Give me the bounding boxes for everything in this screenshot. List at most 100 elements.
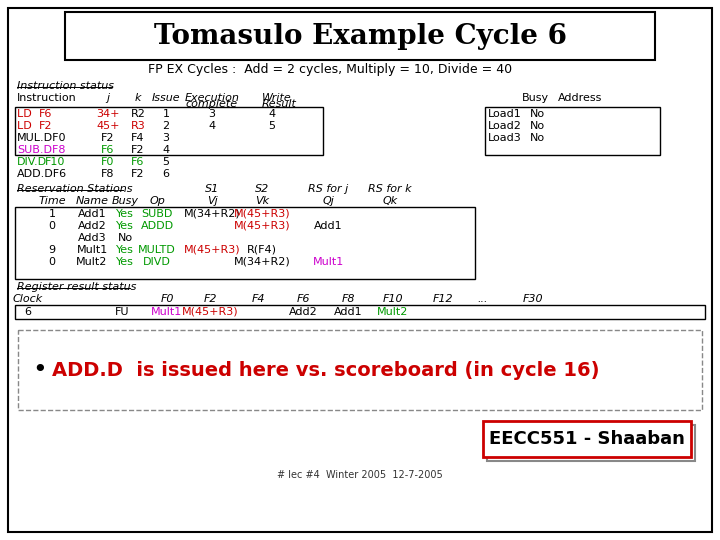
Text: 4: 4: [269, 109, 276, 119]
Text: 2: 2: [163, 121, 170, 131]
Text: MULTD: MULTD: [138, 245, 176, 255]
FancyBboxPatch shape: [15, 166, 705, 178]
Text: Yes: Yes: [116, 209, 134, 219]
Text: 1: 1: [48, 209, 55, 219]
Text: Load3: Load3: [488, 133, 522, 143]
Text: Busy: Busy: [112, 196, 138, 206]
Text: ADDD: ADDD: [140, 221, 174, 231]
Text: DIV.D: DIV.D: [17, 157, 47, 167]
FancyBboxPatch shape: [15, 80, 705, 92]
Text: Address: Address: [558, 93, 603, 103]
Text: ...: ...: [478, 294, 488, 304]
Text: Mult1: Mult1: [151, 307, 183, 317]
Text: M(45+R3): M(45+R3): [184, 245, 240, 255]
Text: M(45+R3): M(45+R3): [181, 307, 238, 317]
Text: No: No: [530, 121, 545, 131]
Text: F12: F12: [433, 294, 454, 304]
Text: No: No: [530, 109, 545, 119]
FancyBboxPatch shape: [15, 130, 705, 142]
Text: Busy: Busy: [522, 93, 549, 103]
Text: ADD.D  is issued here vs. scoreboard (in cycle 16): ADD.D is issued here vs. scoreboard (in …: [52, 361, 600, 380]
Text: 45+: 45+: [96, 121, 120, 131]
FancyBboxPatch shape: [8, 8, 712, 532]
Text: F8: F8: [102, 169, 114, 179]
Text: Instruction: Instruction: [17, 93, 77, 103]
Text: 9: 9: [48, 245, 55, 255]
Text: Time: Time: [38, 196, 66, 206]
Text: Mult1: Mult1: [76, 245, 107, 255]
FancyBboxPatch shape: [15, 118, 705, 130]
Text: SUB.DF8: SUB.DF8: [17, 145, 66, 155]
FancyBboxPatch shape: [487, 425, 695, 461]
Text: Add1: Add1: [314, 221, 342, 231]
Text: Qj: Qj: [322, 196, 334, 206]
Text: S1: S1: [205, 184, 219, 194]
Text: Execution: Execution: [184, 93, 240, 103]
Text: No: No: [530, 133, 545, 143]
Text: Mult2: Mult2: [377, 307, 409, 317]
Text: M(45+R3): M(45+R3): [234, 209, 290, 219]
Text: R2: R2: [130, 109, 145, 119]
Text: Instruction status: Instruction status: [17, 81, 114, 91]
Text: F2: F2: [203, 294, 217, 304]
Text: F2: F2: [102, 133, 114, 143]
Text: Issue: Issue: [152, 93, 180, 103]
Text: Vk: Vk: [255, 196, 269, 206]
Text: ADD.DF6: ADD.DF6: [17, 169, 67, 179]
Text: k: k: [135, 93, 141, 103]
Text: FU: FU: [114, 307, 130, 317]
Text: Qk: Qk: [382, 196, 397, 206]
Text: 0: 0: [48, 221, 55, 231]
Text: F6: F6: [296, 294, 310, 304]
Text: LD: LD: [17, 121, 39, 131]
Text: Add1: Add1: [333, 307, 362, 317]
Text: 1: 1: [163, 109, 169, 119]
Text: Result: Result: [262, 99, 297, 109]
Text: Reservation Stations: Reservation Stations: [17, 184, 132, 194]
Text: RS for k: RS for k: [368, 184, 412, 194]
Text: M(34+R2): M(34+R2): [184, 209, 240, 219]
Text: DIVD: DIVD: [143, 257, 171, 267]
Text: Name: Name: [76, 196, 109, 206]
FancyBboxPatch shape: [15, 82, 705, 94]
Text: F2: F2: [131, 169, 145, 179]
Text: Mult2: Mult2: [76, 257, 108, 267]
Text: F4: F4: [251, 294, 265, 304]
Text: Vj: Vj: [207, 196, 217, 206]
Text: F4: F4: [131, 133, 145, 143]
FancyBboxPatch shape: [65, 12, 655, 60]
Text: Yes: Yes: [116, 257, 134, 267]
Text: 6: 6: [163, 169, 169, 179]
Text: R3: R3: [130, 121, 145, 131]
Text: j: j: [107, 93, 109, 103]
FancyBboxPatch shape: [15, 207, 475, 279]
FancyBboxPatch shape: [15, 154, 705, 166]
Text: F8: F8: [341, 294, 355, 304]
Text: Load1: Load1: [488, 109, 522, 119]
FancyBboxPatch shape: [15, 281, 705, 293]
FancyBboxPatch shape: [15, 305, 705, 319]
Text: S2: S2: [255, 184, 269, 194]
Text: Add2: Add2: [289, 307, 318, 317]
FancyBboxPatch shape: [483, 421, 691, 457]
Text: Yes: Yes: [116, 245, 134, 255]
Text: Tomasulo Example Cycle 6: Tomasulo Example Cycle 6: [153, 23, 567, 50]
Text: complete: complete: [186, 99, 238, 109]
Text: F6: F6: [131, 157, 145, 167]
Text: 6: 6: [24, 307, 32, 317]
Text: Clock: Clock: [13, 294, 43, 304]
Text: 5: 5: [163, 157, 169, 167]
Text: F30: F30: [523, 294, 544, 304]
Text: 3: 3: [209, 109, 215, 119]
Text: F2: F2: [39, 121, 53, 131]
Text: F10: F10: [383, 294, 403, 304]
Text: Add3: Add3: [78, 233, 107, 243]
Text: LD: LD: [17, 109, 39, 119]
Text: F6: F6: [39, 109, 53, 119]
Text: 3: 3: [163, 133, 169, 143]
FancyBboxPatch shape: [15, 106, 705, 118]
Text: Write: Write: [262, 93, 292, 103]
Text: F0: F0: [102, 157, 114, 167]
Text: R(F4): R(F4): [247, 245, 277, 255]
Text: •: •: [32, 358, 47, 382]
